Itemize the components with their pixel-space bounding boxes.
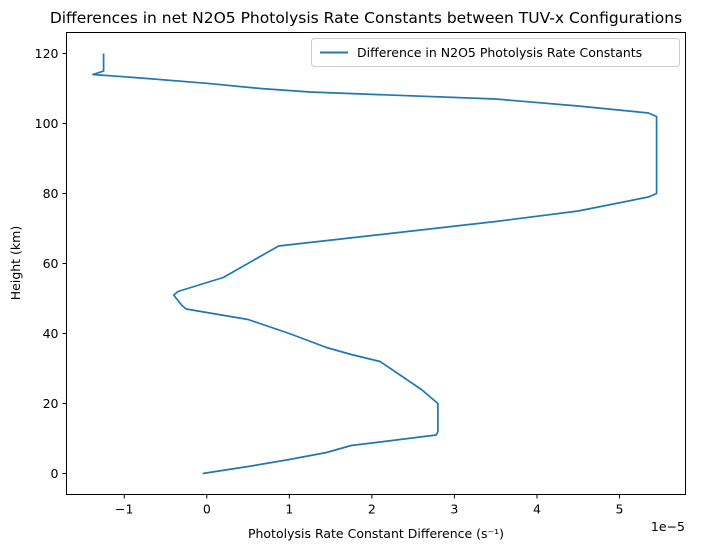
legend-label: Difference in N2O5 Photolysis Rate Const… — [357, 45, 642, 60]
legend-box — [311, 38, 680, 67]
y-tick-label: 80 — [43, 186, 59, 201]
series-line — [92, 53, 658, 475]
plot-area: −1 0 1 2 3 4 5 0 20 40 60 80 100 120 — [35, 32, 686, 517]
x-tick-label: −1 — [115, 502, 133, 517]
x-tick-label: 3 — [450, 502, 458, 517]
chart-title: Differences in net N2O5 Photolysis Rate … — [50, 9, 682, 27]
x-tick-label: 5 — [615, 502, 623, 517]
y-tick-label: 40 — [43, 326, 59, 341]
x-tick-label: 4 — [533, 502, 541, 517]
y-tick-label: 20 — [43, 396, 59, 411]
legend: Difference in N2O5 Photolysis Rate Const… — [311, 38, 680, 67]
x-tick-label: 1 — [285, 502, 293, 517]
y-axis: 0 20 40 60 80 100 120 — [35, 46, 67, 481]
x-offset-label: 1e−5 — [651, 519, 685, 534]
y-tick-label: 120 — [35, 46, 59, 61]
series-group — [92, 53, 658, 475]
x-tick-label: 2 — [368, 502, 376, 517]
y-axis-label: Height (km) — [8, 226, 23, 300]
x-axis-label: Photolysis Rate Constant Difference (s⁻¹… — [248, 526, 504, 541]
y-tick-label: 0 — [51, 466, 59, 481]
y-tick-label: 60 — [43, 256, 59, 271]
x-axis: −1 0 1 2 3 4 5 — [115, 494, 623, 517]
y-tick-label: 100 — [35, 116, 59, 131]
x-tick-label: 0 — [203, 502, 211, 517]
